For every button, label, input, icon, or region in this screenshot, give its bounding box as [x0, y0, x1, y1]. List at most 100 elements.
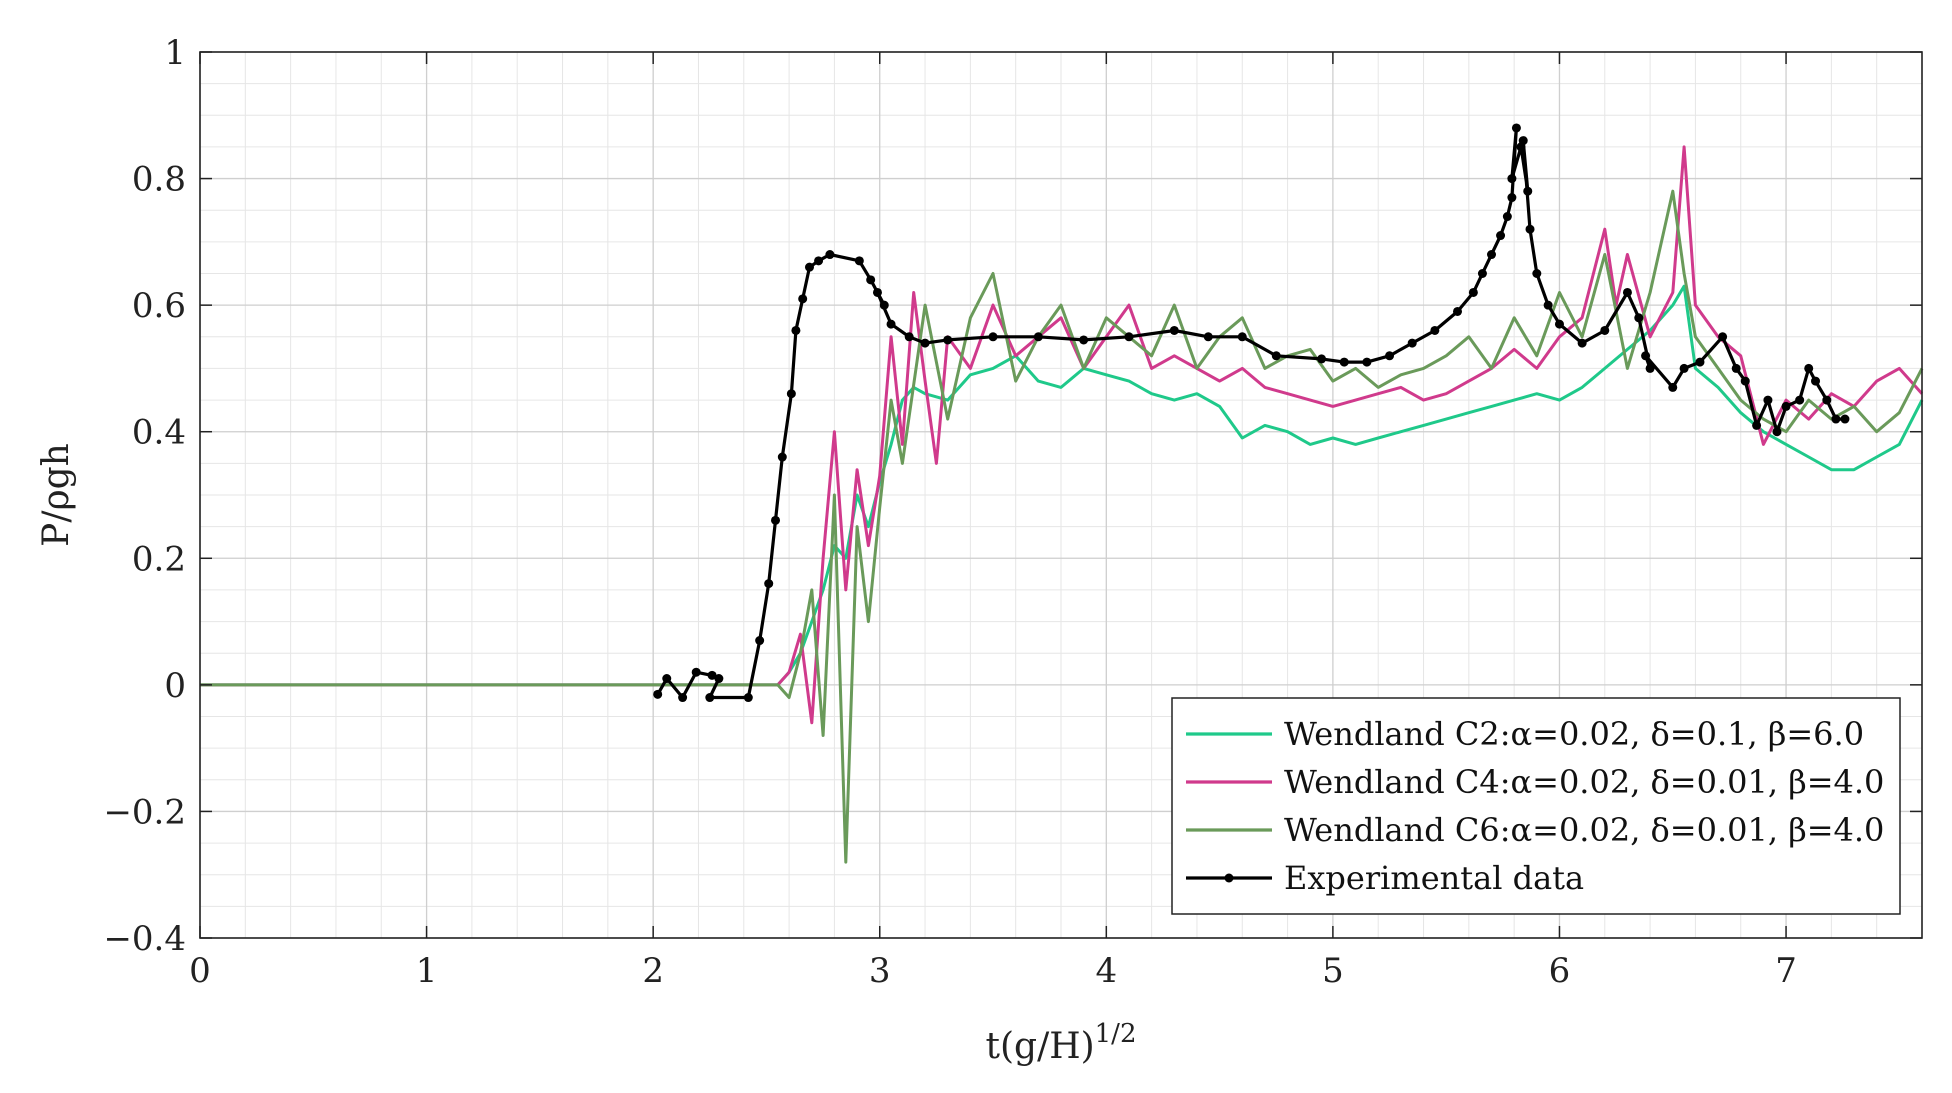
data-point: [1525, 224, 1535, 234]
x-axis-title: t(g/H)1/2: [986, 1019, 1137, 1067]
data-point: [814, 256, 824, 266]
series-line-4: [656, 126, 1845, 700]
data-point: [886, 319, 896, 329]
y-tick-label: 0: [164, 666, 186, 706]
data-point: [791, 325, 801, 335]
data-point: [879, 300, 889, 310]
data-point: [798, 294, 808, 304]
data-point: [764, 579, 774, 589]
data-point: [1740, 376, 1750, 386]
y-axis-title: P/ρgh: [36, 443, 77, 547]
data-point: [1507, 174, 1517, 184]
data-point: [904, 332, 914, 342]
data-point: [1795, 395, 1805, 405]
data-point: [1033, 332, 1043, 342]
data-point: [1695, 357, 1705, 367]
y-tick-label: 0.8: [132, 160, 186, 200]
data-point: [1600, 325, 1610, 335]
data-point: [1822, 395, 1832, 405]
legend-label: Wendland C4:α=0.02, δ=0.01, β=4.0: [1284, 763, 1884, 801]
data-point: [1554, 319, 1564, 329]
x-axis-title-main: t(g/H): [986, 1026, 1095, 1067]
x-tick-label: 4: [1095, 951, 1117, 991]
data-point: [1752, 420, 1762, 430]
data-point: [1718, 332, 1728, 342]
data-point: [1543, 300, 1553, 310]
data-point: [988, 332, 998, 342]
series-line-2: [200, 145, 1924, 725]
data-point: [854, 256, 864, 266]
data-point: [1496, 231, 1506, 241]
data-point: [1169, 325, 1179, 335]
data-point: [691, 667, 701, 677]
x-axis-title-superscript: 1/2: [1095, 1019, 1137, 1049]
data-point: [1407, 338, 1417, 348]
data-point: [1362, 357, 1372, 367]
data-point: [943, 335, 953, 345]
data-point: [1840, 414, 1850, 424]
y-tick-label: 0.2: [132, 539, 186, 579]
x-tick-label: 7: [1775, 951, 1797, 991]
data-point: [777, 452, 787, 462]
data-point: [1622, 287, 1632, 297]
legend-label: Experimental data: [1284, 859, 1584, 897]
data-point: [1577, 338, 1587, 348]
data-point: [1804, 363, 1814, 373]
y-tick-label: 0.6: [132, 286, 186, 326]
data-point: [705, 693, 715, 703]
data-point: [1430, 325, 1440, 335]
data-point: [920, 338, 930, 348]
data-point: [872, 287, 882, 297]
data-point: [1811, 376, 1821, 386]
data-point: [743, 693, 753, 703]
data-point: [1271, 351, 1281, 361]
data-point: [1641, 351, 1651, 361]
data-point: [1453, 306, 1463, 316]
data-point: [1772, 427, 1782, 437]
data-point: [662, 674, 672, 684]
data-point: [804, 262, 814, 272]
x-tick-label: 1: [416, 951, 438, 991]
x-tick-label: 6: [1549, 951, 1571, 991]
plot-area-frame: [199, 51, 1923, 939]
data-point: [1511, 123, 1521, 133]
data-point: [825, 250, 835, 260]
data-point: [1731, 363, 1741, 373]
data-point: [714, 674, 724, 684]
data-point: [866, 275, 876, 285]
data-point: [653, 689, 663, 699]
data-point: [1079, 335, 1089, 345]
data-point: [1634, 313, 1644, 323]
legend-box: [1171, 697, 1901, 915]
data-point: [1502, 212, 1512, 222]
data-point: [1203, 332, 1213, 342]
data-point: [786, 389, 796, 399]
data-point: [1523, 186, 1533, 196]
legend-label: Wendland C2:α=0.02, δ=0.1, β=6.0: [1284, 715, 1864, 753]
legend: Wendland C2:α=0.02, δ=0.1, β=6.0 Wendland…: [1171, 697, 1901, 915]
data-point: [1477, 269, 1487, 278]
data-point: [1831, 414, 1841, 424]
data-point: [1507, 193, 1517, 203]
x-tick-label: 5: [1322, 951, 1344, 991]
y-tick-label: 1: [164, 33, 186, 73]
y-tick-label: −0.2: [103, 792, 186, 832]
tick-labels-layer: 0 1 2 3 4 5 6 7 −0.4 −0.2 0 0.2 0.4 0.6 0.8 1: [103, 33, 1796, 991]
data-point: [707, 670, 717, 680]
data-point: [1668, 382, 1678, 392]
data-point: [1124, 332, 1134, 342]
x-tick-label: 2: [642, 951, 664, 991]
data-point: [1532, 269, 1542, 278]
data-point: [1468, 287, 1478, 297]
data-point: [1385, 351, 1395, 361]
data-point: [755, 636, 765, 646]
series-layer: [200, 123, 1924, 864]
data-point: [1518, 136, 1528, 146]
x-tick-label: 3: [869, 951, 891, 991]
data-point: [1237, 332, 1247, 342]
legend-marker: [1224, 873, 1234, 883]
data-point: [678, 693, 688, 703]
x-tick-label: 0: [189, 951, 211, 991]
